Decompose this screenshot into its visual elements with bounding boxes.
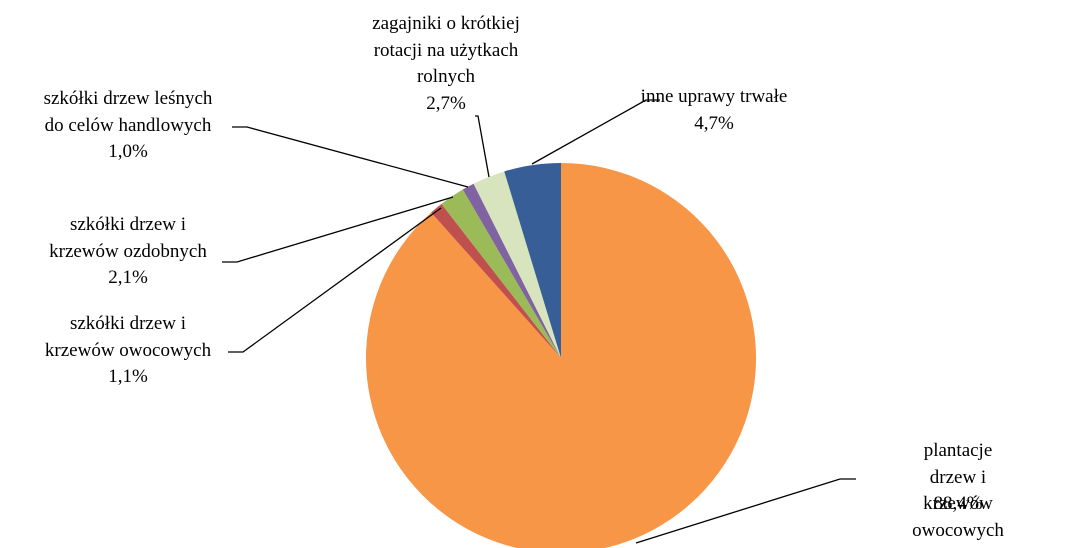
leader-line [475,115,490,178]
category-label: szkółki drzew i krzewów owocowych [44,313,212,361]
pie-slice [462,183,561,358]
category-label: plantacje drzew i krzewów owocowych [912,440,1004,541]
value-label: 1,1% [108,366,148,387]
pie-slice [473,171,561,358]
category-label: inne uprawy trwałe [640,86,788,107]
value-label: 1,0% [108,141,148,162]
leader-line [232,126,469,188]
leader-line [531,99,660,165]
value-label: 88,4% [933,493,983,514]
category-label: szkółki drzew i krzewów ozdobnych [49,214,207,262]
category-label: szkółki drzew leśnych do celów handlowyc… [43,88,213,136]
pie-slice [441,189,561,358]
pie-slice [504,163,561,358]
leader-line [635,478,856,544]
leader-line [222,196,454,263]
value-label: 2,1% [108,267,148,288]
category-label: zagajniki o krótkiej rotacji na użytkach… [372,13,520,87]
value-label: 2,7% [426,92,466,114]
pie-slice [431,203,561,358]
leader-line [228,207,442,353]
value-label: 4,7% [694,112,734,134]
pie-slice [366,163,756,548]
